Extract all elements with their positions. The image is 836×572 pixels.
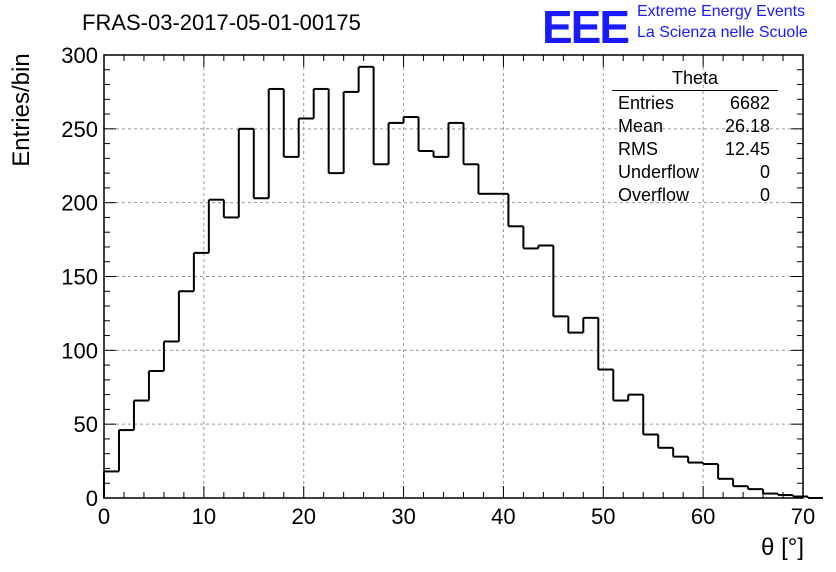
logo-text-line2: La Scienza nelle Scuole [637, 24, 808, 41]
stats-row-rms: RMS 12.45 [612, 138, 778, 161]
y-tick-label: 50 [74, 412, 98, 437]
tick-labels: 0 10 20 30 40 50 60 70 0 50 100 150 200 250 300 [61, 43, 815, 529]
y-tick-label: 150 [61, 265, 98, 290]
run-title: FRAS-03-2017-05-01-00175 [82, 10, 361, 35]
stats-value: 26.18 [724, 116, 770, 136]
x-tick-label: 70 [791, 504, 815, 529]
x-tick-label: 20 [291, 504, 315, 529]
stats-label: Overflow [618, 185, 690, 205]
stats-row-entries: Entries 6682 [612, 92, 778, 115]
y-tick-label: 250 [61, 117, 98, 142]
x-tick-label: 0 [98, 504, 110, 529]
x-tick-label: 60 [691, 504, 715, 529]
y-tick-label: 0 [86, 486, 98, 511]
y-axis-label: Entries/bin [8, 53, 35, 167]
x-axis-label: θ [°] [761, 534, 804, 561]
x-tick-label: 10 [192, 504, 216, 529]
stats-value: 0 [759, 185, 770, 205]
x-tick-label: 50 [591, 504, 615, 529]
y-tick-label: 200 [61, 191, 98, 216]
stats-box: Theta Entries 6682 Mean 26.18 RMS 12.45 … [612, 68, 778, 207]
y-tick-label: 100 [61, 338, 98, 363]
x-tick-label: 30 [391, 504, 415, 529]
stats-label: Mean [618, 116, 664, 136]
stats-row-mean: Mean 26.18 [612, 115, 778, 138]
grid-lines [104, 55, 803, 498]
x-tick-label: 40 [491, 504, 515, 529]
logo-text-line1: Extreme Energy Events [637, 3, 806, 20]
stats-label: Entries [618, 93, 675, 113]
stats-label: Underflow [618, 162, 700, 182]
stats-row-overflow: Overflow 0 [612, 184, 778, 207]
stats-row-underflow: Underflow 0 [612, 161, 778, 184]
stats-value: 6682 [729, 93, 770, 113]
histogram-bars [103, 65, 823, 499]
stats-title: Theta [612, 68, 778, 91]
y-tick-label: 300 [61, 43, 98, 68]
axis-ticks [103, 54, 804, 499]
stats-value: 0 [759, 162, 770, 182]
stats-value: 12.45 [724, 139, 770, 159]
eee-logo: EEE [542, 1, 630, 53]
stats-label: RMS [618, 139, 658, 159]
